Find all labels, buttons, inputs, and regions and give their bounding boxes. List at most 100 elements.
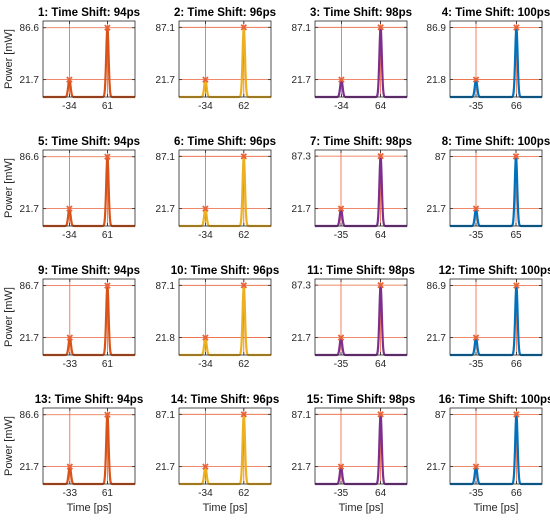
x-tick-label: -34 [62, 101, 77, 112]
peak-marker [66, 76, 73, 83]
subplot-title: 2: Time Shift: 96ps [174, 7, 276, 19]
peak-marker [202, 205, 209, 212]
x-tick-label: -35 [334, 359, 349, 370]
subplot-title: 11: Time Shift: 98ps [307, 265, 415, 277]
peak-marker [202, 76, 209, 83]
x-tick-label: -35 [334, 230, 349, 241]
y-tick-label: 87.1 [156, 410, 176, 421]
y-axis-label: Power [mW] [3, 416, 15, 476]
x-tick-label: 66 [511, 488, 523, 499]
plot-area [315, 408, 407, 484]
marker-dot [474, 465, 478, 469]
marker-dot [105, 26, 109, 30]
subplot-title: 15: Time Shift: 98ps [307, 394, 415, 406]
peak-marker [337, 463, 345, 470]
axes-frame [178, 407, 272, 485]
axes-frame [449, 20, 543, 98]
peak-marker [513, 411, 520, 418]
subplot-title: 16: Time Shift: 100ps [439, 394, 550, 406]
y-tick-label: 21.7 [20, 204, 40, 215]
y-tick-label: 87.1 [292, 410, 312, 421]
y-tick-label: 21.7 [156, 75, 176, 86]
plot-area [315, 21, 407, 97]
y-axis-label: Power [mW] [3, 29, 15, 89]
marker-dot [514, 25, 519, 30]
peak-marker [337, 205, 345, 212]
x-tick-label: 64 [375, 230, 387, 241]
plot-area [450, 21, 542, 97]
x-tick-label: -34 [198, 359, 213, 370]
peak-marker [512, 153, 520, 160]
marker-dot [242, 25, 246, 29]
x-tick-label: 61 [102, 359, 114, 370]
subplot-2: 2: Time Shift: 96ps 21.7 87.1 -34 62 [156, 7, 276, 112]
x-axis-label: Time [ps] [339, 502, 384, 514]
marker-dot [105, 413, 109, 417]
marker-dot [474, 77, 478, 82]
marker-dot [474, 207, 478, 211]
marker-dot [242, 154, 246, 158]
x-tick-label: 64 [375, 488, 387, 499]
marker-dot [379, 412, 383, 416]
y-axis-label: Power [mW] [3, 158, 15, 218]
subplot-title: 4: Time Shift: 100ps [442, 7, 550, 19]
subplot-8: 8: Time Shift: 100ps 21.7 87 -35 65 [427, 136, 550, 241]
peak-marker [513, 24, 520, 31]
marker-dot [68, 465, 72, 469]
peak-marker [377, 411, 384, 418]
subplot-title: 6: Time Shift: 96ps [174, 136, 276, 148]
y-tick-label: 86.9 [427, 281, 447, 292]
y-tick-label: 21.8 [427, 75, 447, 86]
axes-frame [42, 149, 136, 227]
y-tick-label: 87 [435, 410, 447, 421]
plot-area [179, 408, 271, 484]
peak-marker [202, 334, 209, 341]
axes-frame [449, 149, 543, 227]
axes-frame [449, 278, 543, 356]
marker-dot [514, 283, 519, 288]
marker-dot [203, 465, 207, 469]
x-tick-label: 61 [102, 488, 114, 499]
plot-area [450, 150, 542, 226]
plot-area [43, 408, 135, 484]
peak-marker [472, 463, 480, 470]
marker-dot [379, 283, 383, 287]
x-tick-label: 61 [102, 101, 114, 112]
y-tick-label: 21.7 [20, 462, 40, 473]
peak-marker [104, 24, 111, 31]
peak-marker [240, 282, 248, 289]
marker-dot [67, 78, 71, 82]
subplot-title: 3: Time Shift: 98ps [310, 7, 412, 19]
subplot-6: 6: Time Shift: 96ps 21.7 87.1 -34 62 [156, 136, 276, 241]
y-tick-label: 87.1 [156, 23, 176, 34]
y-tick-label: 21.7 [292, 462, 312, 473]
marker-dot [203, 335, 207, 340]
plot-area [179, 150, 271, 226]
marker-dot [105, 284, 109, 288]
y-tick-label: 21.7 [292, 204, 312, 215]
peak-marker [104, 282, 111, 289]
x-tick-label: 64 [375, 359, 387, 370]
y-tick-label: 21.7 [292, 75, 312, 86]
subplot-title: 7: Time Shift: 98ps [310, 136, 412, 148]
x-tick-label: 66 [511, 101, 523, 112]
y-tick-label: 86.7 [20, 281, 40, 292]
marker-dot [339, 78, 343, 82]
x-tick-label: 62 [238, 101, 250, 112]
subplot-10: 10: Time Shift: 96ps 21.8 87.1 -34 62 [156, 265, 280, 370]
peak-marker [104, 411, 111, 418]
x-tick-label: 65 [510, 230, 522, 241]
axes-frame [178, 20, 272, 98]
subplot-4: 4: Time Shift: 100ps 21.8 86.9 -35 66 [427, 7, 550, 112]
marker-dot [514, 154, 518, 158]
subplot-title: 1: Time Shift: 94ps [38, 7, 140, 19]
axes-frame [449, 407, 543, 485]
y-tick-label: 87.3 [292, 281, 312, 292]
axes-frame [42, 278, 136, 356]
axes-frame [314, 20, 408, 98]
peak-marker [202, 463, 209, 470]
subplot-title: 13: Time Shift: 94ps [35, 394, 143, 406]
y-tick-label: 86.6 [20, 152, 40, 163]
